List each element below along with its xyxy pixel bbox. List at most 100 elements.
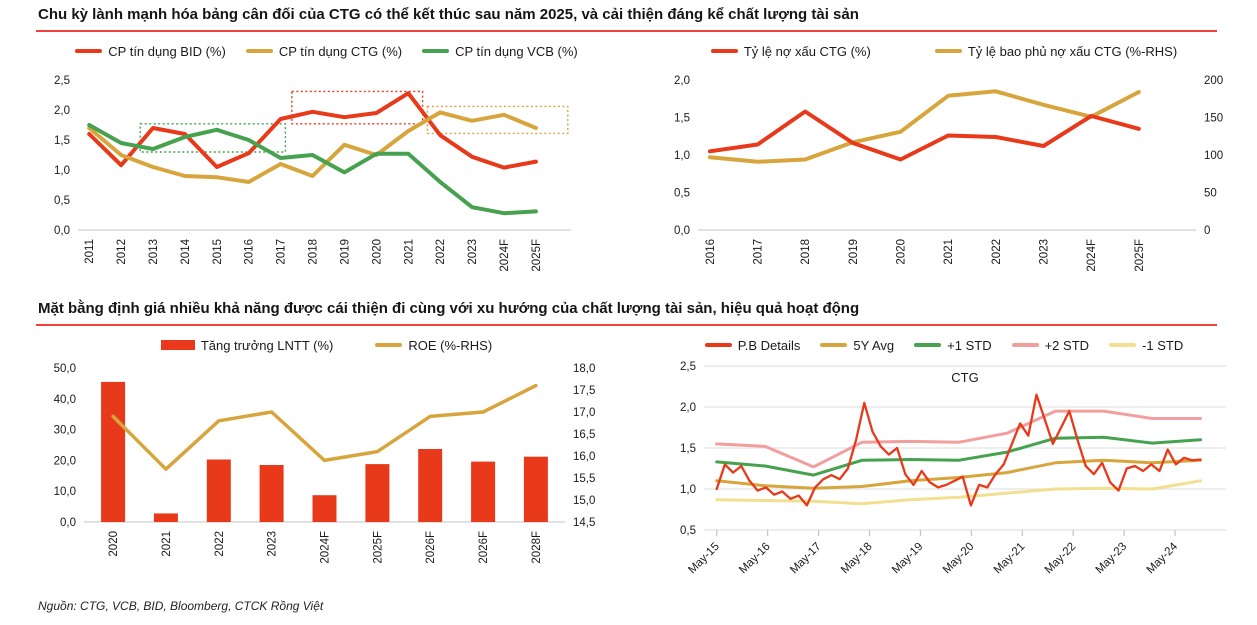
x-axis-tick-label: 2018 xyxy=(800,239,812,265)
legend-item: +2 STD xyxy=(1011,337,1090,353)
legend-line-swatch xyxy=(914,343,942,347)
legend-item: Tỷ lệ nợ xấu CTG (%) xyxy=(710,44,871,59)
legend-line-swatch xyxy=(1109,343,1137,347)
legend-label: +1 STD xyxy=(947,337,992,353)
npl-chart: 0,0 0,5 1,0 1,5 2,0 0 50 100 150 200 2016 2017 2018 2… xyxy=(674,75,1223,272)
x-axis-tick-label: 2026F xyxy=(478,531,490,564)
x-axis-tick-label: 2028F xyxy=(531,531,543,564)
y-left-tick-label: 0,0 xyxy=(674,225,690,237)
bar xyxy=(206,459,231,522)
y-right-tick-label: 0 xyxy=(1204,225,1210,237)
legend-label: ROE (%-RHS) xyxy=(408,337,493,353)
series-line xyxy=(87,123,538,216)
x-axis-tick-label: 2023 xyxy=(1039,239,1051,265)
y-right-tick-label: 100 xyxy=(1204,150,1223,162)
series-line xyxy=(715,458,1202,490)
series-line xyxy=(87,91,538,170)
chart-inner-title: CTG xyxy=(951,370,978,385)
legend-item: +1 STD xyxy=(914,337,992,353)
x-axis-tick-label: 2019 xyxy=(848,239,860,265)
x-axis-tick-label: 2020 xyxy=(371,239,383,265)
x-axis-tick-label: 2022 xyxy=(435,239,447,265)
y-right-tick-label: 15,5 xyxy=(573,473,595,485)
legend-line-swatch xyxy=(704,343,732,347)
y-left-tick-label: 1,0 xyxy=(680,484,696,496)
x-axis-tick-label: May-17 xyxy=(788,541,824,577)
source-note: Nguồn: CTG, VCB, BID, Bloomberg, CTCK Rồ… xyxy=(38,599,324,613)
legend-item: Tăng trưởng LNTT (%) xyxy=(160,338,333,353)
x-axis-tick-label: 2021 xyxy=(943,239,955,265)
annotation-box xyxy=(426,105,569,135)
legend-label: 5Y Avg xyxy=(853,337,895,353)
series-line xyxy=(715,393,1202,507)
y-left-tick-label: 0,0 xyxy=(60,517,76,529)
legend-credit-cost: CP tín dụng BID (%) CP tín dụng CTG (%) CP… xyxy=(38,38,615,64)
y-right-tick-label: 150 xyxy=(1204,113,1223,125)
bar xyxy=(365,464,390,522)
legend-line-swatch xyxy=(245,49,273,53)
legend-pb: P.B Details 5Y Avg +1 STD +2 STD -1 STD xyxy=(648,332,1240,358)
legend-line-swatch xyxy=(375,343,403,347)
x-axis-tick-label: 2025F xyxy=(372,531,384,564)
legend-item: -1 STD xyxy=(1109,338,1183,353)
legend-npl: Tỷ lệ nợ xấu CTG (%) Tỷ lệ bao phủ nợ xấu… xyxy=(648,38,1240,64)
y-right-tick-label: 16,0 xyxy=(573,451,595,463)
x-axis-tick-label: 2011 xyxy=(84,239,96,264)
y-left-tick-label: 1,5 xyxy=(674,113,690,125)
y-right-tick-label: 18,0 xyxy=(573,363,595,375)
x-axis-tick-label: May-21 xyxy=(992,541,1028,577)
legend-line-swatch xyxy=(1011,343,1039,347)
y-left-tick-label: 0,0 xyxy=(54,225,70,237)
series-line xyxy=(715,435,1202,477)
x-axis-tick-label: 2013 xyxy=(148,239,160,265)
bar xyxy=(471,461,496,522)
y-right-tick-label: 200 xyxy=(1204,75,1223,87)
y-left-tick-label: 10,0 xyxy=(54,486,76,498)
section2-underline xyxy=(36,324,1217,326)
series-line xyxy=(715,479,1202,506)
x-axis-tick-label: May-24 xyxy=(1145,540,1181,576)
legend-label: -1 STD xyxy=(1142,337,1184,353)
credit-cost-chart: 0,0 0,5 1,0 1,5 2,0 2,5 2011 2012 2013 2014 2015 20… xyxy=(54,75,571,272)
x-axis-tick-label: 2020 xyxy=(108,531,120,557)
legend-item: CP tín dụng CTG (%) xyxy=(245,43,403,59)
x-axis-tick-label: May-22 xyxy=(1043,541,1079,577)
y-left-tick-label: 2,0 xyxy=(54,105,70,117)
x-axis-tick-label: May-18 xyxy=(839,541,875,577)
y-right-tick-label: 17,0 xyxy=(573,407,595,419)
section1-underline xyxy=(36,30,1217,32)
x-axis-tick-label: 2017 xyxy=(753,239,765,265)
legend-label: CP tín dụng CTG (%) xyxy=(278,43,403,59)
legend-label: +2 STD xyxy=(1044,337,1090,353)
y-left-tick-label: 1,5 xyxy=(54,135,70,147)
x-axis-tick-label: 2014 xyxy=(180,238,192,264)
x-axis-tick-label: 2020 xyxy=(896,239,908,265)
legend-item: CP tín dụng BID (%) xyxy=(75,44,226,59)
y-left-tick-label: 2,5 xyxy=(54,75,70,87)
x-axis-tick-label: 2024F xyxy=(320,531,332,564)
y-right-tick-label: 16,5 xyxy=(573,429,595,441)
legend-label: CP tín dụng BID (%) xyxy=(108,43,226,59)
y-left-tick-label: 0,5 xyxy=(680,525,696,537)
x-axis-tick-label: 2024F xyxy=(1086,239,1098,272)
legend-profit: Tăng trưởng LNTT (%) ROE (%-RHS) xyxy=(38,332,615,358)
legend-line-swatch xyxy=(422,49,450,53)
legend-bar-swatch xyxy=(160,340,195,350)
x-axis-tick-label: 2018 xyxy=(308,239,320,265)
bar xyxy=(101,381,126,522)
y-left-tick-label: 40,0 xyxy=(54,394,76,406)
x-axis-tick-label: 2021 xyxy=(161,531,173,557)
x-axis-tick-label: 2022 xyxy=(991,239,1003,265)
chart-panel-npl: Tỷ lệ nợ xấu CTG (%) Tỷ lệ bao phủ nợ xấu… xyxy=(648,38,1240,288)
legend-line-swatch xyxy=(820,343,848,347)
chart-panel-credit-cost: CP tín dụng BID (%) CP tín dụng CTG (%) CP… xyxy=(38,38,615,288)
series-line xyxy=(111,383,538,471)
series-line xyxy=(707,89,1141,164)
x-axis-tick-label: 2017 xyxy=(276,239,288,265)
x-axis-tick-label: May-16 xyxy=(737,541,773,577)
x-axis-tick-label: 2025F xyxy=(531,239,543,272)
y-left-tick-label: 2,0 xyxy=(680,402,696,414)
x-axis-tick-label: 2026F xyxy=(425,531,437,564)
x-axis-tick-label: 2023 xyxy=(467,239,479,265)
x-axis-tick-label: May-20 xyxy=(941,541,977,577)
